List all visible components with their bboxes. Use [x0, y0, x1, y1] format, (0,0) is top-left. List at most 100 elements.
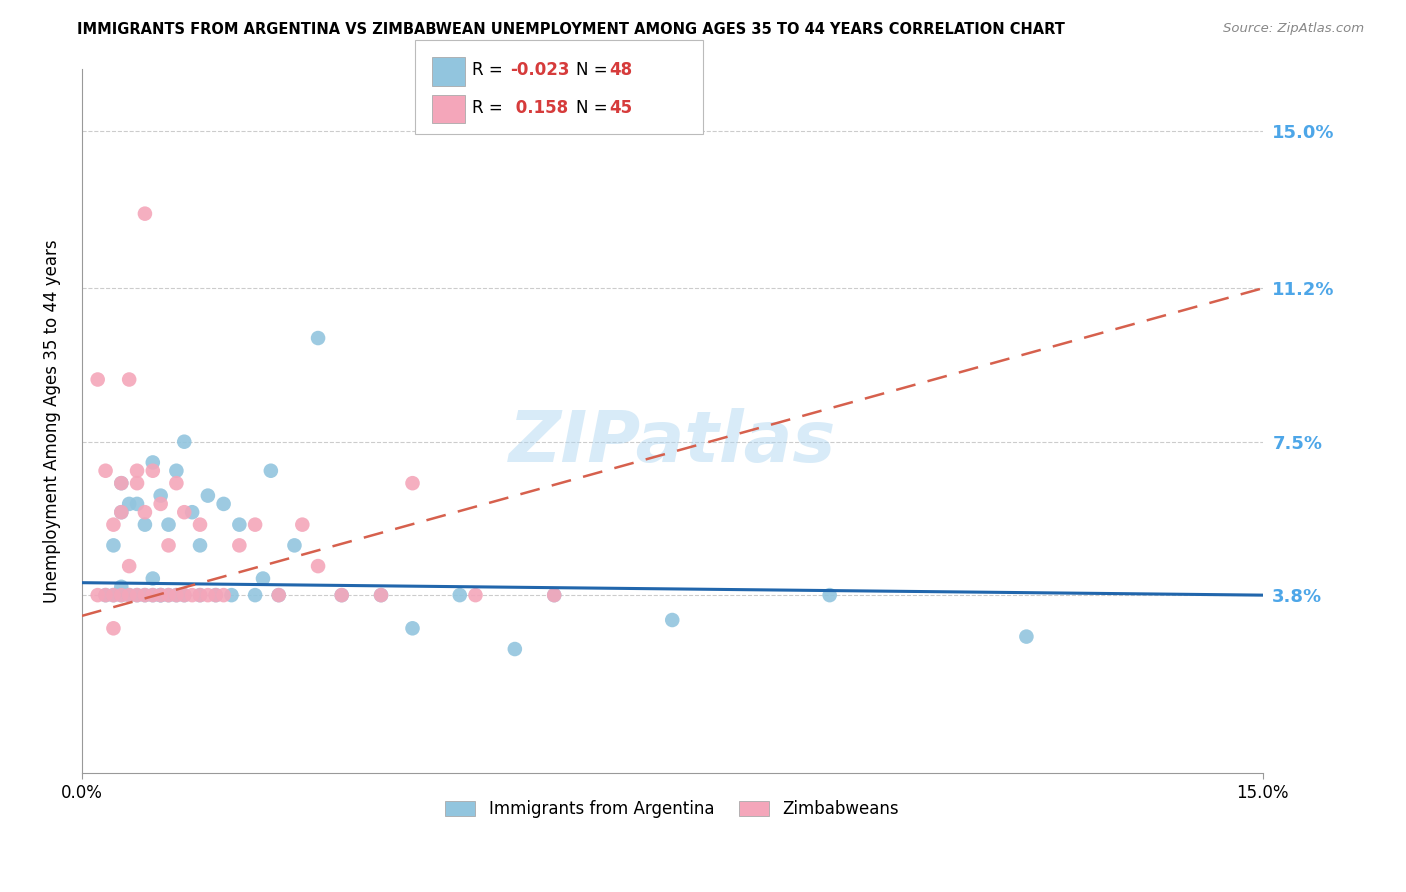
Point [125, 476, 148, 491]
Point [543, 588, 565, 602]
Point [243, 588, 266, 602]
Point [110, 580, 132, 594]
Point [307, 559, 329, 574]
Point [110, 476, 132, 491]
Point [370, 588, 392, 602]
Point [142, 464, 165, 478]
Point [503, 642, 526, 657]
Text: -0.023: -0.023 [510, 62, 569, 79]
Point [543, 588, 565, 602]
Point [307, 331, 329, 345]
Point [188, 538, 211, 552]
Point [188, 588, 211, 602]
Point [204, 588, 226, 602]
Point [243, 517, 266, 532]
Point [142, 588, 165, 602]
Text: 48: 48 [609, 62, 631, 79]
Point [94, 464, 117, 478]
Point [449, 588, 471, 602]
Point [142, 572, 165, 586]
Point [118, 372, 141, 386]
Point [86, 588, 108, 602]
Point [252, 572, 274, 586]
Point [94, 588, 117, 602]
Legend: Immigrants from Argentina, Zimbabweans: Immigrants from Argentina, Zimbabweans [439, 794, 905, 825]
Y-axis label: Unemployment Among Ages 35 to 44 years: Unemployment Among Ages 35 to 44 years [44, 239, 60, 603]
Point [110, 476, 132, 491]
Text: IMMIGRANTS FROM ARGENTINA VS ZIMBABWEAN UNEMPLOYMENT AMONG AGES 35 TO 44 YEARS C: IMMIGRANTS FROM ARGENTINA VS ZIMBABWEAN … [77, 22, 1066, 37]
Point [134, 207, 156, 221]
Point [157, 588, 180, 602]
Point [134, 588, 156, 602]
Point [110, 588, 132, 602]
Text: Source: ZipAtlas.com: Source: ZipAtlas.com [1223, 22, 1364, 36]
Point [330, 588, 353, 602]
Point [149, 588, 172, 602]
Point [103, 588, 125, 602]
Point [149, 497, 172, 511]
Text: 0.158: 0.158 [510, 99, 568, 117]
Point [134, 505, 156, 519]
Point [103, 517, 125, 532]
Text: R =: R = [472, 62, 509, 79]
Point [134, 517, 156, 532]
Point [283, 538, 305, 552]
Point [228, 538, 250, 552]
Text: N =: N = [576, 99, 613, 117]
Point [260, 464, 283, 478]
Point [173, 434, 195, 449]
Point [118, 497, 141, 511]
Text: 45: 45 [609, 99, 631, 117]
Point [330, 588, 353, 602]
Point [173, 505, 195, 519]
Point [110, 505, 132, 519]
Point [149, 489, 172, 503]
Point [125, 588, 148, 602]
Point [110, 588, 132, 602]
Point [103, 621, 125, 635]
Point [149, 588, 172, 602]
Point [157, 588, 180, 602]
Point [181, 588, 204, 602]
Point [134, 588, 156, 602]
Point [165, 588, 187, 602]
Point [818, 588, 841, 602]
Point [1015, 630, 1038, 644]
Point [188, 517, 211, 532]
Point [181, 505, 204, 519]
Point [165, 464, 187, 478]
Point [125, 588, 148, 602]
Text: ZIPatlas: ZIPatlas [509, 408, 837, 476]
Point [197, 588, 219, 602]
Point [110, 505, 132, 519]
Point [165, 476, 187, 491]
Point [228, 517, 250, 532]
Point [221, 588, 243, 602]
Point [204, 588, 226, 602]
Point [125, 497, 148, 511]
Point [94, 588, 117, 602]
Point [401, 621, 423, 635]
Point [173, 588, 195, 602]
Point [291, 517, 314, 532]
Point [86, 372, 108, 386]
Point [142, 588, 165, 602]
Point [197, 489, 219, 503]
Text: R =: R = [472, 99, 509, 117]
Point [267, 588, 290, 602]
Point [103, 588, 125, 602]
Point [661, 613, 683, 627]
Point [464, 588, 486, 602]
Point [370, 588, 392, 602]
Text: N =: N = [576, 62, 613, 79]
Point [165, 588, 187, 602]
Point [142, 455, 165, 469]
Point [212, 497, 235, 511]
Point [157, 538, 180, 552]
Point [118, 588, 141, 602]
Point [212, 588, 235, 602]
Point [173, 588, 195, 602]
Point [401, 476, 423, 491]
Point [118, 588, 141, 602]
Point [103, 538, 125, 552]
